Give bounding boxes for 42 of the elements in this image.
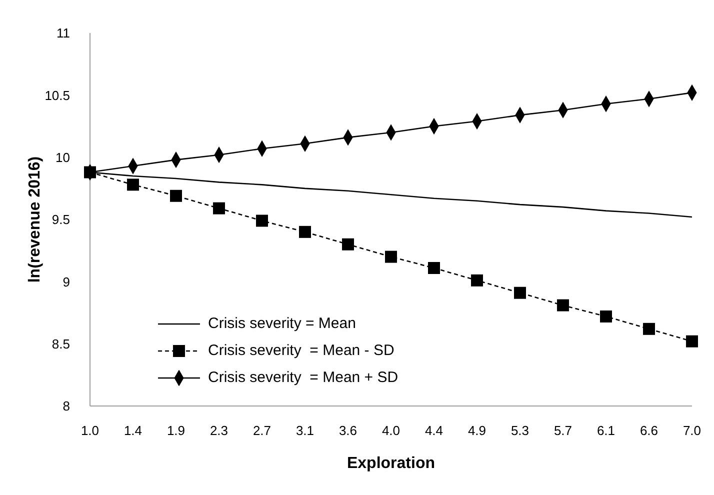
y-tick-label: 10.5	[44, 88, 70, 103]
x-tick-label: 5.7	[554, 423, 572, 438]
x-tick-label: 4.4	[424, 423, 444, 438]
legend-label: Crisis severity = Mean + SD	[208, 369, 398, 386]
point	[600, 310, 612, 322]
x-tick-label: 2.7	[252, 423, 272, 438]
point	[428, 262, 440, 274]
x-axis-title: Exploration	[346, 455, 436, 472]
point	[213, 202, 225, 214]
point	[385, 250, 397, 263]
x-tick-label: 3.1	[296, 423, 314, 438]
y-tick-label: 8	[62, 398, 70, 414]
x-tick-label: 6.6	[640, 423, 658, 438]
point	[127, 178, 139, 191]
x-tick-label: 2.3	[210, 423, 228, 438]
y-tick-label: 10	[56, 150, 70, 165]
x-tick-label: 1.9	[166, 423, 186, 438]
point	[686, 335, 698, 348]
y-tick-label: 8.5	[52, 336, 70, 352]
point	[471, 274, 483, 286]
y-tick-label: 9.5	[52, 212, 70, 228]
point	[643, 322, 655, 335]
point	[514, 286, 526, 299]
x-tick-label: 1.0	[80, 423, 100, 438]
x-tick-label: 5.3	[510, 423, 530, 438]
y-tick-label: 11	[56, 26, 70, 41]
x-tick-label: 4.0	[382, 423, 400, 438]
x-tick-label: 3.6	[338, 423, 358, 438]
legend-label: Crisis severity = Mean - SD	[208, 342, 394, 359]
x-tick-label: 1.4	[124, 423, 142, 438]
legend-label: Crisis severity = Mean	[208, 315, 356, 332]
point	[342, 238, 354, 250]
point	[170, 190, 182, 202]
x-tick-label: 6.1	[596, 423, 616, 438]
y-axis-title: ln(revenue 2016)	[26, 156, 44, 283]
y-tick-label: 9	[62, 274, 70, 290]
point	[84, 166, 96, 178]
point	[299, 226, 311, 238]
point	[557, 299, 569, 312]
x-tick-label: 7.0	[682, 423, 702, 438]
x-tick-label: 4.9	[468, 423, 486, 438]
point	[256, 214, 268, 227]
